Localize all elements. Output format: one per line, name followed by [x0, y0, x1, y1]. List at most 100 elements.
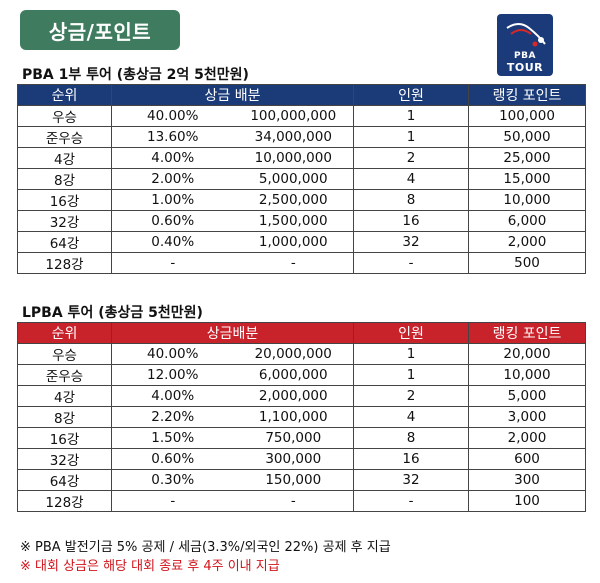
headcount-cell: - — [353, 252, 470, 274]
table-row: 우승 40.00% 20,000,000 1 20,000 — [17, 343, 586, 365]
rank-cell: 우승 — [17, 343, 112, 365]
header-rank: 순위 — [17, 322, 112, 344]
prize-percent-cell: 40.00% — [111, 343, 234, 365]
prize-amount-cell: 750,000 — [233, 427, 354, 449]
headcount-cell: 16 — [353, 448, 469, 470]
headcount-cell: 8 — [353, 427, 469, 449]
headcount-cell: 1 — [353, 343, 469, 365]
prize-percent-cell: 40.00% — [111, 105, 234, 127]
rank-cell: 우승 — [17, 105, 112, 127]
header-headcount: 인원 — [353, 322, 469, 344]
table-row: 우승 40.00% 100,000,000 1 100,000 — [17, 105, 587, 127]
prize-amount-cell: 300,000 — [233, 448, 354, 470]
pba-tour-logo: PBA TOUR — [497, 14, 553, 76]
prize-amount-cell: - — [233, 490, 354, 512]
rank-cell: 128강 — [17, 490, 112, 512]
ranking-points-cell: 3,000 — [468, 406, 586, 428]
table-row: 8강 2.00% 5,000,000 4 15,000 — [17, 168, 587, 190]
rank-cell: 8강 — [17, 168, 112, 190]
table-row: 32강 0.60% 1,500,000 16 6,000 — [17, 210, 587, 232]
prize-percent-cell: 1.50% — [111, 427, 234, 449]
headcount-cell: 4 — [353, 168, 470, 190]
prize-amount-cell: 1,500,000 — [233, 210, 355, 232]
footnotes: ※ PBA 발전기금 5% 공제 / 세금(3.3%/외국인 22%) 공제 후… — [20, 538, 391, 576]
pba-header-row: 순위 상금 배분 인원 랭킹 포인트 — [17, 84, 587, 106]
ranking-points-cell: 300 — [468, 469, 586, 491]
table-row: 32강 0.60% 300,000 16 600 — [17, 448, 586, 470]
prize-amount-cell: 1,000,000 — [233, 231, 355, 253]
ranking-points-cell: 2,000 — [468, 231, 587, 253]
prize-percent-cell: 0.30% — [111, 469, 234, 491]
lpba-header-row: 순위 상금배분 인원 랭킹 포인트 — [17, 322, 586, 344]
table-row: 128강 - - -100 — [17, 490, 586, 512]
table-row: 16강 1.00% 2,500,000 8 10,000 — [17, 189, 587, 211]
prize-amount-cell: 100,000,000 — [233, 105, 355, 127]
headcount-cell: 16 — [353, 210, 470, 232]
table-row: 128강 - - -500 — [17, 252, 587, 274]
billiard-logo-icon — [506, 23, 546, 47]
page-title-badge: 상금/포인트 — [20, 10, 180, 50]
header-ranking-points: 랭킹 포인트 — [468, 84, 587, 106]
prize-amount-cell: 150,000 — [233, 469, 354, 491]
rank-cell: 준우승 — [17, 126, 112, 148]
prize-amount-cell: 20,000,000 — [233, 343, 354, 365]
headcount-cell: 32 — [353, 469, 469, 491]
prize-percent-cell: - — [111, 252, 234, 274]
prize-percent-cell: 4.00% — [111, 385, 234, 407]
prize-percent-cell: 0.60% — [111, 210, 234, 232]
prize-amount-cell: 5,000,000 — [233, 168, 355, 190]
table-row: 4강 4.00% 2,000,000 2 5,000 — [17, 385, 586, 407]
rank-cell: 128강 — [17, 252, 112, 274]
headcount-cell: 1 — [353, 105, 470, 127]
ranking-points-cell: 25,000 — [468, 147, 587, 169]
pba-prize-table: 순위 상금 배분 인원 랭킹 포인트 우승 40.00% 100,000,000 1 1… — [17, 84, 587, 274]
ranking-points-cell: 10,000 — [468, 364, 586, 386]
prize-percent-cell: 2.20% — [111, 406, 234, 428]
rank-cell: 16강 — [17, 189, 112, 211]
ranking-points-cell: 6,000 — [468, 210, 587, 232]
prize-percent-cell: 2.00% — [111, 168, 234, 190]
headcount-cell: 32 — [353, 231, 470, 253]
headcount-cell: 1 — [353, 126, 470, 148]
lpba-section-title: LPBA 투어 (총상금 5천만원) — [22, 305, 203, 321]
headcount-cell: 2 — [353, 385, 469, 407]
headcount-cell: 1 — [353, 364, 469, 386]
prize-percent-cell: 13.60% — [111, 126, 234, 148]
prize-amount-cell: - — [233, 252, 355, 274]
prize-percent-cell: 0.40% — [111, 231, 234, 253]
prize-percent-cell: 4.00% — [111, 147, 234, 169]
prize-percent-cell: 1.00% — [111, 189, 234, 211]
table-row: 64강 0.30% 150,000 32 300 — [17, 469, 586, 491]
header-rank: 순위 — [17, 84, 112, 106]
ranking-points-cell: 100 — [468, 490, 586, 512]
table-row: 16강 1.50% 750,000 8 2,000 — [17, 427, 586, 449]
prize-percent-cell: 0.60% — [111, 448, 234, 470]
ranking-points-cell: 15,000 — [468, 168, 587, 190]
ranking-points-cell: 20,000 — [468, 343, 586, 365]
header-prize-distribution: 상금배분 — [111, 322, 354, 344]
ranking-points-cell: 10,000 — [468, 189, 587, 211]
headcount-cell: - — [353, 490, 469, 512]
ranking-points-cell: 50,000 — [468, 126, 587, 148]
prize-amount-cell: 10,000,000 — [233, 147, 355, 169]
table-row: 8강 2.20% 1,100,000 4 3,000 — [17, 406, 586, 428]
pba-section-title: PBA 1부 투어 (총상금 2억 5천만원) — [22, 67, 249, 83]
prize-amount-cell: 2,500,000 — [233, 189, 355, 211]
rank-cell: 32강 — [17, 210, 112, 232]
prize-amount-cell: 1,100,000 — [233, 406, 354, 428]
table-row: 준우승 13.60% 34,000,000 1 50,000 — [17, 126, 587, 148]
logo-text-tour: TOUR — [506, 61, 544, 74]
ranking-points-cell: 5,000 — [468, 385, 586, 407]
prize-amount-cell: 2,000,000 — [233, 385, 354, 407]
footnote-payment-timing: ※ 대회 상금은 해당 대회 종료 후 4주 이내 지급 — [20, 559, 280, 574]
rank-cell: 16강 — [17, 427, 112, 449]
rank-cell: 32강 — [17, 448, 112, 470]
ranking-points-cell: 2,000 — [468, 427, 586, 449]
logo-text-pba: PBA — [514, 51, 536, 61]
header-ranking-points: 랭킹 포인트 — [468, 322, 586, 344]
table-row: 64강 0.40% 1,000,000 32 2,000 — [17, 231, 587, 253]
prize-percent-cell: - — [111, 490, 234, 512]
footnote-deduction: ※ PBA 발전기금 5% 공제 / 세금(3.3%/외국인 22%) 공제 후… — [20, 540, 391, 555]
ranking-points-cell: 500 — [468, 252, 587, 274]
table-row: 4강 4.00% 10,000,000 2 25,000 — [17, 147, 587, 169]
